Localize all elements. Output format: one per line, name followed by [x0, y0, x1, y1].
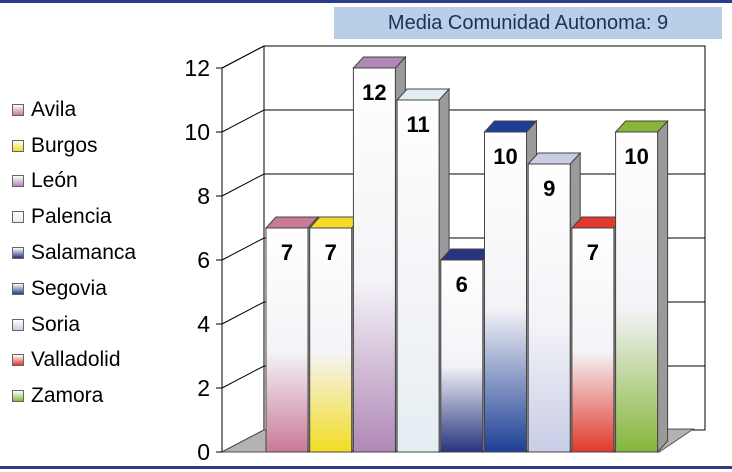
legend-item: Segovia: [12, 271, 172, 307]
bar-value-label: 7: [325, 240, 337, 265]
bar-value-label: 7: [281, 240, 293, 265]
legend-item: Salamanca: [12, 235, 172, 271]
bar-value-label: 7: [587, 240, 599, 265]
legend-label: León: [31, 169, 78, 193]
y-tick-label: 12: [184, 55, 210, 81]
bars: 7 7 12 11 6 10 9 7 10: [264, 55, 669, 454]
y-tick-label: 8: [197, 183, 210, 209]
legend-item: Palencia: [12, 199, 172, 235]
legend-label: Burgos: [31, 133, 98, 157]
bar-top: [352, 56, 407, 69]
legend-label: Avila: [31, 97, 77, 121]
legend-item: León: [12, 164, 172, 200]
bar-value-label: 10: [493, 144, 517, 169]
bar-front: [527, 163, 571, 453]
legend-item: Soria: [12, 307, 172, 343]
bar-front: [309, 227, 353, 453]
legend-swatch: [12, 211, 24, 224]
legend-label: Salamanca: [31, 241, 137, 265]
legend-item: Valladolid: [12, 343, 172, 379]
average-caption: Media Comunidad Autonoma: 9: [334, 7, 722, 39]
bar-value-label: 11: [406, 112, 429, 137]
bar-top: [527, 152, 582, 165]
bar-top: [614, 120, 669, 133]
legend-swatch: [12, 354, 24, 367]
bar-side: [657, 119, 669, 454]
legend-swatch: [12, 318, 24, 331]
legend-item: Zamora: [12, 378, 172, 414]
y-tick-label: 0: [197, 439, 210, 465]
y-axis: 0 2 4 6 8 10 12: [184, 55, 223, 465]
bar-top: [264, 216, 320, 229]
legend-item: Burgos: [12, 128, 172, 164]
bar-top: [483, 120, 538, 133]
bar-value-label: 12: [362, 80, 386, 105]
legend-swatch: [12, 103, 24, 116]
bar-front: [352, 67, 396, 453]
legend-label: Segovia: [31, 276, 107, 300]
bar-front: [615, 131, 659, 453]
bar-front: [484, 131, 527, 453]
bar: 10: [614, 119, 669, 454]
y-tick-label: 10: [184, 119, 210, 145]
legend-label: Valladolid: [31, 348, 121, 372]
y-tick-label: 6: [197, 247, 210, 273]
legend-swatch: [12, 175, 24, 188]
legend-swatch: [12, 390, 24, 403]
bar-top: [395, 88, 451, 101]
bar-value-label: 6: [456, 272, 468, 297]
bar-value-label: 9: [543, 176, 555, 201]
bar-front: [265, 227, 309, 453]
bar-front: [396, 99, 440, 453]
legend-swatch: [12, 139, 24, 152]
bar: 11: [395, 87, 451, 454]
bar-front: [571, 227, 615, 453]
legend-label: Zamora: [31, 384, 104, 408]
legend-swatch: [12, 247, 24, 260]
y-tick-label: 4: [197, 311, 210, 337]
bottom-border: [0, 466, 732, 469]
y-tick-label: 2: [197, 375, 210, 401]
legend-label: Palencia: [31, 205, 112, 229]
legend-item: Avila: [12, 92, 172, 128]
legend: Avila Burgos León Palencia Salamanca Seg…: [12, 92, 172, 414]
legend-label: Soria: [31, 312, 81, 336]
top-border: [0, 0, 732, 3]
legend-swatch: [12, 282, 24, 295]
bar-value-label: 10: [624, 144, 648, 169]
